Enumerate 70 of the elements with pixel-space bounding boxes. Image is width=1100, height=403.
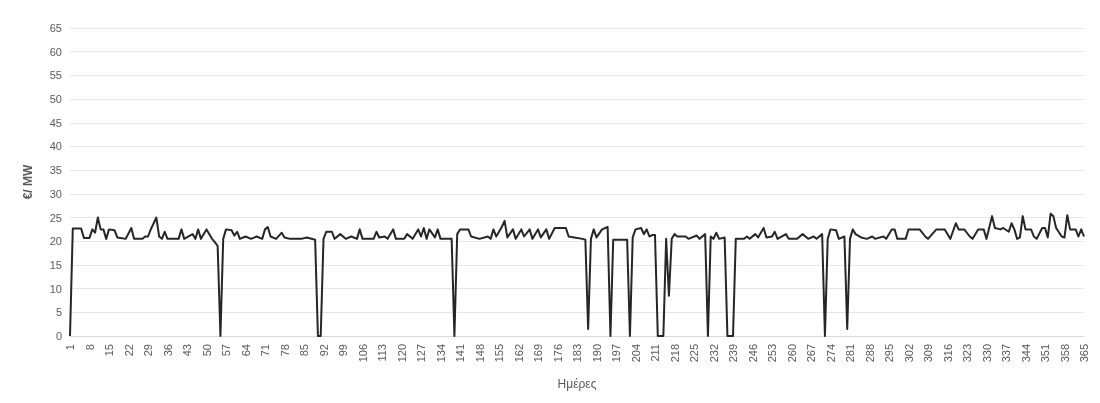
x-tick-label: 85 xyxy=(298,344,310,357)
x-tick-label: 267 xyxy=(805,344,817,363)
x-tick-label: 358 xyxy=(1058,344,1071,363)
x-tick-label: 302 xyxy=(902,344,915,363)
x-tick-label: 71 xyxy=(259,344,271,357)
x-tick-label: 1 xyxy=(64,344,76,351)
x-tick-label: 288 xyxy=(863,344,876,363)
x-tick-label: 274 xyxy=(824,344,837,363)
y-tick-label: 65 xyxy=(49,22,62,34)
x-tick-label: 29 xyxy=(142,344,154,357)
x-tick-label: 8 xyxy=(83,344,96,351)
x-tick-label: 225 xyxy=(688,344,700,363)
x-tick-label: 337 xyxy=(1000,344,1012,363)
y-tick-label: 45 xyxy=(49,116,62,129)
x-tick-label: 148 xyxy=(473,344,486,363)
x-tick-label: 281 xyxy=(844,344,856,363)
x-tick-label: 211 xyxy=(649,344,661,362)
x-tick-label: 141 xyxy=(454,344,466,363)
x-tick-label: 127 xyxy=(415,344,427,363)
x-tick-label: 169 xyxy=(532,344,544,363)
x-tick-label: 162 xyxy=(512,344,525,363)
x-tick-label: 155 xyxy=(493,344,505,363)
x-tick-label: 232 xyxy=(707,344,720,363)
x-tick-label: 316 xyxy=(941,344,954,363)
x-tick-label: 253 xyxy=(766,344,778,363)
x-tick-label: 344 xyxy=(1019,344,1032,363)
x-tick-label: 190 xyxy=(590,344,603,363)
y-tick-label: 60 xyxy=(49,45,62,58)
x-tick-label: 197 xyxy=(610,344,622,363)
x-tick-label: 351 xyxy=(1039,344,1051,363)
x-tick-label: 176 xyxy=(551,344,564,363)
x-tick-label: 309 xyxy=(922,344,934,363)
x-tick-label: 246 xyxy=(746,344,759,363)
x-tick-label: 99 xyxy=(337,344,349,357)
y-tick-label: 30 xyxy=(49,187,62,200)
x-tick-label: 295 xyxy=(883,344,895,363)
x-tick-label: 120 xyxy=(395,344,408,363)
x-tick-label: 323 xyxy=(961,344,973,363)
y-tick-label: 50 xyxy=(49,93,62,106)
x-tick-label: 330 xyxy=(980,344,993,363)
x-tick-label: 365 xyxy=(1078,344,1090,363)
x-tick-label: 260 xyxy=(785,344,798,363)
y-axis-title: €/ MW xyxy=(21,164,35,200)
x-tick-label: 183 xyxy=(571,344,583,363)
x-tick-label: 50 xyxy=(200,344,213,357)
y-tick-label: 0 xyxy=(55,330,62,342)
y-tick-label: 55 xyxy=(49,69,62,82)
line-series xyxy=(69,212,1085,337)
x-tick-label: 22 xyxy=(122,344,135,357)
y-tick-label: 25 xyxy=(49,211,62,224)
x-tick-label: 36 xyxy=(161,344,174,357)
x-tick-label: 78 xyxy=(278,344,291,357)
x-tick-label: 113 xyxy=(376,344,388,362)
x-tick-label: 64 xyxy=(239,344,252,357)
x-tick-label: 218 xyxy=(668,344,681,363)
y-tick-label: 15 xyxy=(49,258,62,271)
y-tick-label: 35 xyxy=(49,164,62,177)
y-tick-label: 5 xyxy=(55,306,62,319)
x-tick-label: 134 xyxy=(434,344,447,363)
x-tick-label: 15 xyxy=(103,344,115,357)
y-tick-label: 40 xyxy=(49,140,62,153)
y-tick-label: 10 xyxy=(49,282,62,295)
y-tick-label: 20 xyxy=(49,235,62,248)
x-tick-label: 106 xyxy=(356,344,369,363)
x-tick-label: 204 xyxy=(629,344,642,363)
x-axis-title: Ημέρες xyxy=(557,377,597,391)
x-tick-label: 43 xyxy=(181,344,193,357)
x-tick-label: 57 xyxy=(220,344,232,357)
x-tick-label: 239 xyxy=(727,344,739,363)
x-tick-label: 92 xyxy=(317,344,330,357)
